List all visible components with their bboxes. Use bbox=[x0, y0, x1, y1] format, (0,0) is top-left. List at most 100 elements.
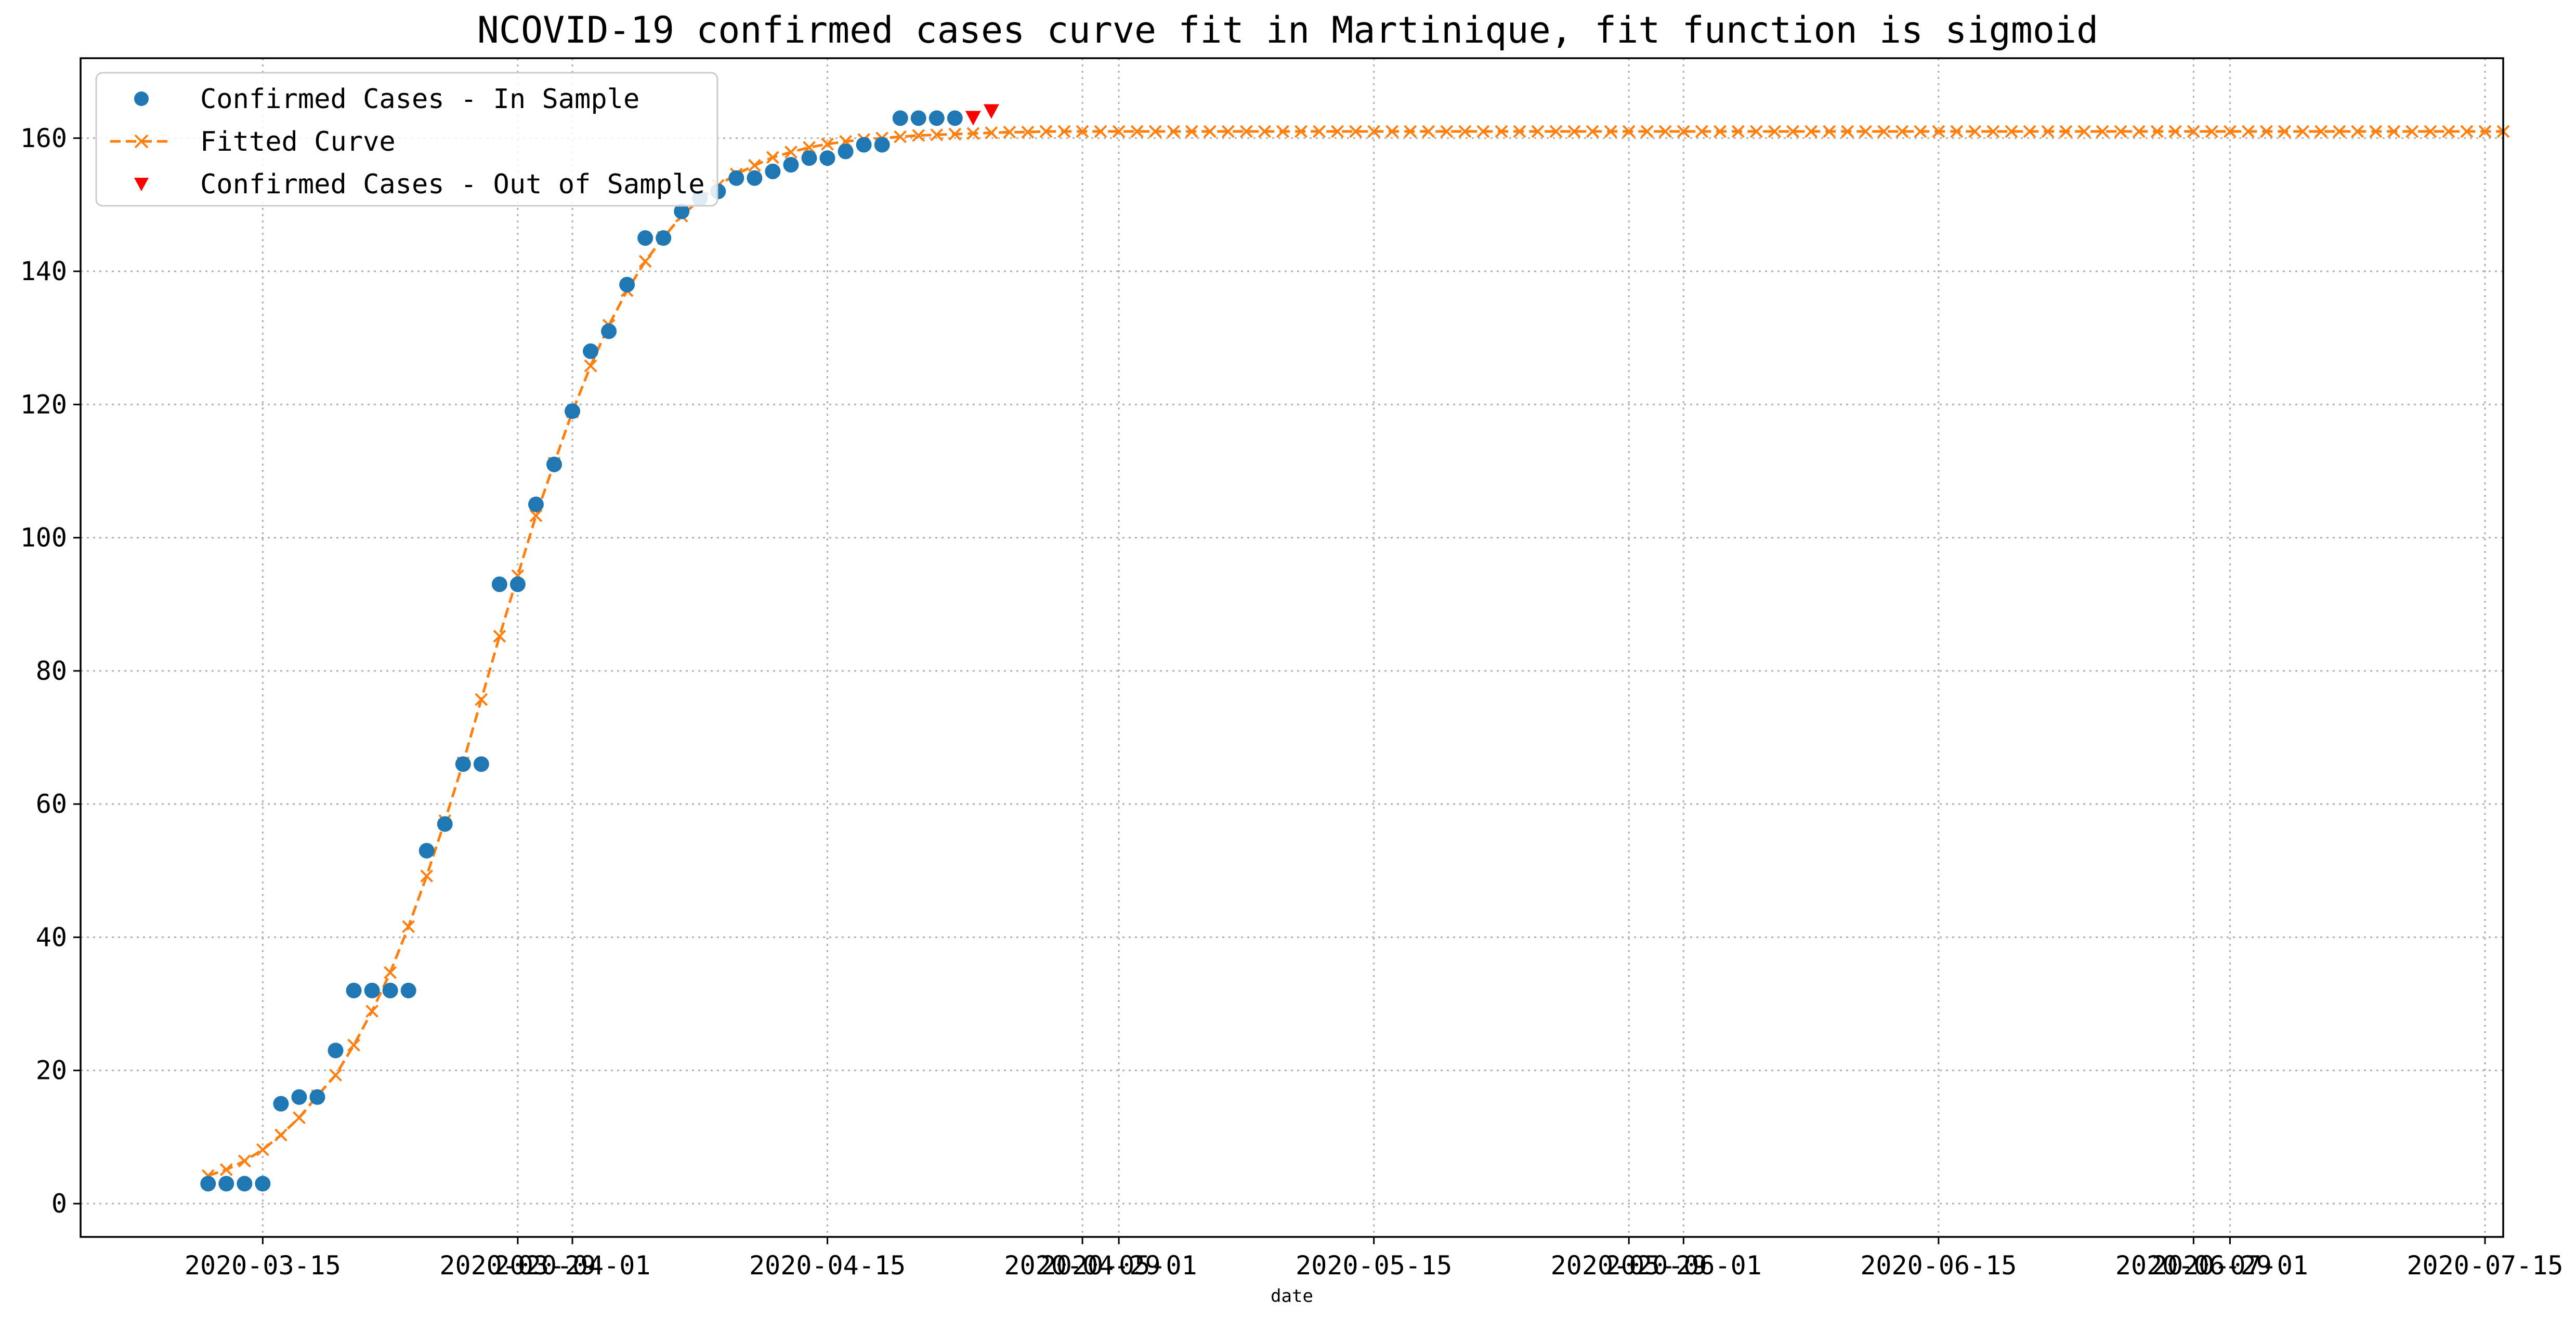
fitted-curve-marker bbox=[1094, 125, 1107, 138]
y-tick-label: 140 bbox=[20, 256, 67, 286]
in-sample-point bbox=[364, 982, 380, 998]
y-tick-label: 20 bbox=[36, 1056, 67, 1086]
fitted-curve-marker bbox=[1422, 125, 1435, 138]
in-sample-point bbox=[237, 1176, 253, 1192]
in-sample-point bbox=[819, 150, 835, 166]
fitted-curve-marker bbox=[1986, 125, 2000, 138]
fitted-curve-marker bbox=[821, 137, 834, 151]
fitted-curve-marker bbox=[2023, 125, 2036, 138]
fitted-curve-marker bbox=[2041, 125, 2055, 138]
fitted-curve-marker bbox=[529, 509, 543, 522]
legend-out-sample-label: Confirmed Cases - Out of Sample bbox=[200, 169, 705, 200]
fitted-curve-marker bbox=[2478, 125, 2492, 138]
fitted-curve-marker bbox=[1713, 125, 1727, 138]
fitted-curve-marker bbox=[1349, 125, 1363, 138]
fitted-curve-marker bbox=[2224, 125, 2237, 138]
in-sample-point bbox=[929, 110, 945, 126]
in-sample-point bbox=[346, 982, 362, 998]
legend-fitted-marker bbox=[134, 134, 149, 149]
fitted-curve-marker bbox=[1458, 125, 1472, 138]
fitted-curve-marker bbox=[1677, 125, 1690, 138]
fitted-curve-marker bbox=[293, 1111, 306, 1125]
fitted-curve-marker bbox=[1331, 125, 1344, 138]
fitted-curve-marker bbox=[2260, 125, 2273, 138]
chart-title: NCOVID-19 confirmed cases curve fit in M… bbox=[477, 9, 2099, 51]
fitted-curve-marker bbox=[1385, 125, 1399, 138]
fitted-curve-marker bbox=[402, 920, 415, 933]
in-sample-point bbox=[200, 1176, 216, 1192]
fitted-curve-marker bbox=[1513, 125, 1526, 138]
fitted-curve-marker bbox=[2096, 125, 2109, 138]
in-sample-point bbox=[309, 1089, 325, 1105]
axes-frame bbox=[80, 57, 2504, 1238]
fitted-curve-marker bbox=[329, 1069, 342, 1082]
fitted-curve-marker bbox=[2150, 125, 2164, 138]
in-sample-point bbox=[546, 456, 562, 472]
y-tick-label: 0 bbox=[51, 1189, 67, 1219]
fitted-curve-marker bbox=[2405, 125, 2419, 138]
fitted-curve-marker bbox=[584, 359, 597, 373]
fitted-curve-marker bbox=[2278, 125, 2291, 138]
fitted-curve-marker bbox=[1076, 125, 1089, 138]
fitted-curve-marker bbox=[2187, 125, 2200, 138]
fitted-curve-marker bbox=[365, 1005, 379, 1018]
x-tick-label: 2020-05-15 bbox=[1296, 1250, 1452, 1281]
fitted-curve-marker bbox=[1567, 125, 1581, 138]
in-sample-point bbox=[328, 1043, 344, 1059]
fitted-curve-marker bbox=[784, 146, 797, 159]
fitted-curve-marker bbox=[1239, 125, 1253, 138]
fitted-curve-marker bbox=[1203, 125, 1217, 138]
in-sample-point bbox=[601, 323, 617, 339]
in-sample-point bbox=[509, 576, 526, 592]
fitted-curve-marker bbox=[1221, 125, 1235, 138]
x-tick-label: 2020-04-15 bbox=[749, 1250, 906, 1281]
fitted-curve-marker bbox=[894, 130, 907, 143]
in-sample-point bbox=[910, 110, 926, 126]
legend: Confirmed Cases - In Sample Fitted Curve… bbox=[95, 72, 718, 207]
legend-in-sample-marker bbox=[134, 91, 149, 106]
fitted-curve-marker bbox=[2369, 125, 2383, 138]
fitted-curve-marker bbox=[1695, 125, 1708, 138]
fitted-curve-marker bbox=[1586, 125, 1599, 138]
legend-in-sample-label: Confirmed Cases - In Sample bbox=[200, 84, 639, 115]
fitted-curve-marker bbox=[1895, 125, 1909, 138]
fitted-curve-marker bbox=[2442, 125, 2455, 138]
out-of-sample-point bbox=[965, 111, 981, 126]
fitted-curve-marker bbox=[966, 127, 980, 140]
x-tick-label: 2020-06-01 bbox=[1605, 1250, 1762, 1281]
in-sample-point bbox=[528, 496, 544, 512]
fitted-curve-marker bbox=[1185, 125, 1198, 138]
x-tick-label: 2020-04-01 bbox=[494, 1250, 650, 1281]
fitted-curve-marker bbox=[1039, 125, 1053, 138]
fitted-curve-marker bbox=[1531, 125, 1545, 138]
fitted-curve-marker bbox=[1276, 125, 1289, 138]
fitted-curve-marker bbox=[1130, 125, 1144, 138]
fitted-curve-marker bbox=[1968, 125, 1982, 138]
fitted-curve-marker bbox=[219, 1163, 233, 1176]
fitted-curve-marker bbox=[274, 1128, 287, 1142]
in-sample-point bbox=[674, 203, 690, 219]
y-tick-label: 40 bbox=[36, 922, 67, 952]
fitted-curve-marker bbox=[1495, 125, 1508, 138]
fitted-curve-marker bbox=[1313, 125, 1326, 138]
fitted-curve-marker bbox=[2242, 125, 2255, 138]
in-sample-point bbox=[874, 137, 890, 153]
fitted-curve-marker bbox=[1877, 125, 1891, 138]
in-sample-point bbox=[382, 982, 398, 998]
fitted-curve-marker bbox=[2205, 125, 2218, 138]
fitted-curve-marker bbox=[2168, 125, 2182, 138]
fitted-curve-marker bbox=[1622, 125, 1636, 138]
in-sample-point bbox=[491, 576, 507, 592]
x-tick-label: 2020-05-01 bbox=[1041, 1250, 1197, 1281]
fitted-curve-marker bbox=[1440, 125, 1454, 138]
fitted-curve-marker bbox=[2460, 125, 2474, 138]
fitted-curve-marker bbox=[748, 159, 761, 172]
fitted-curve-marker bbox=[1804, 125, 1817, 138]
fitted-curve-marker bbox=[1549, 125, 1563, 138]
fitted-curve-marker bbox=[1750, 125, 1763, 138]
in-sample-point bbox=[619, 276, 635, 293]
fitted-curve-marker bbox=[1258, 125, 1271, 138]
in-sample-point bbox=[419, 842, 435, 859]
fitted-curve-marker bbox=[1640, 125, 1654, 138]
in-sample-point bbox=[255, 1176, 271, 1192]
